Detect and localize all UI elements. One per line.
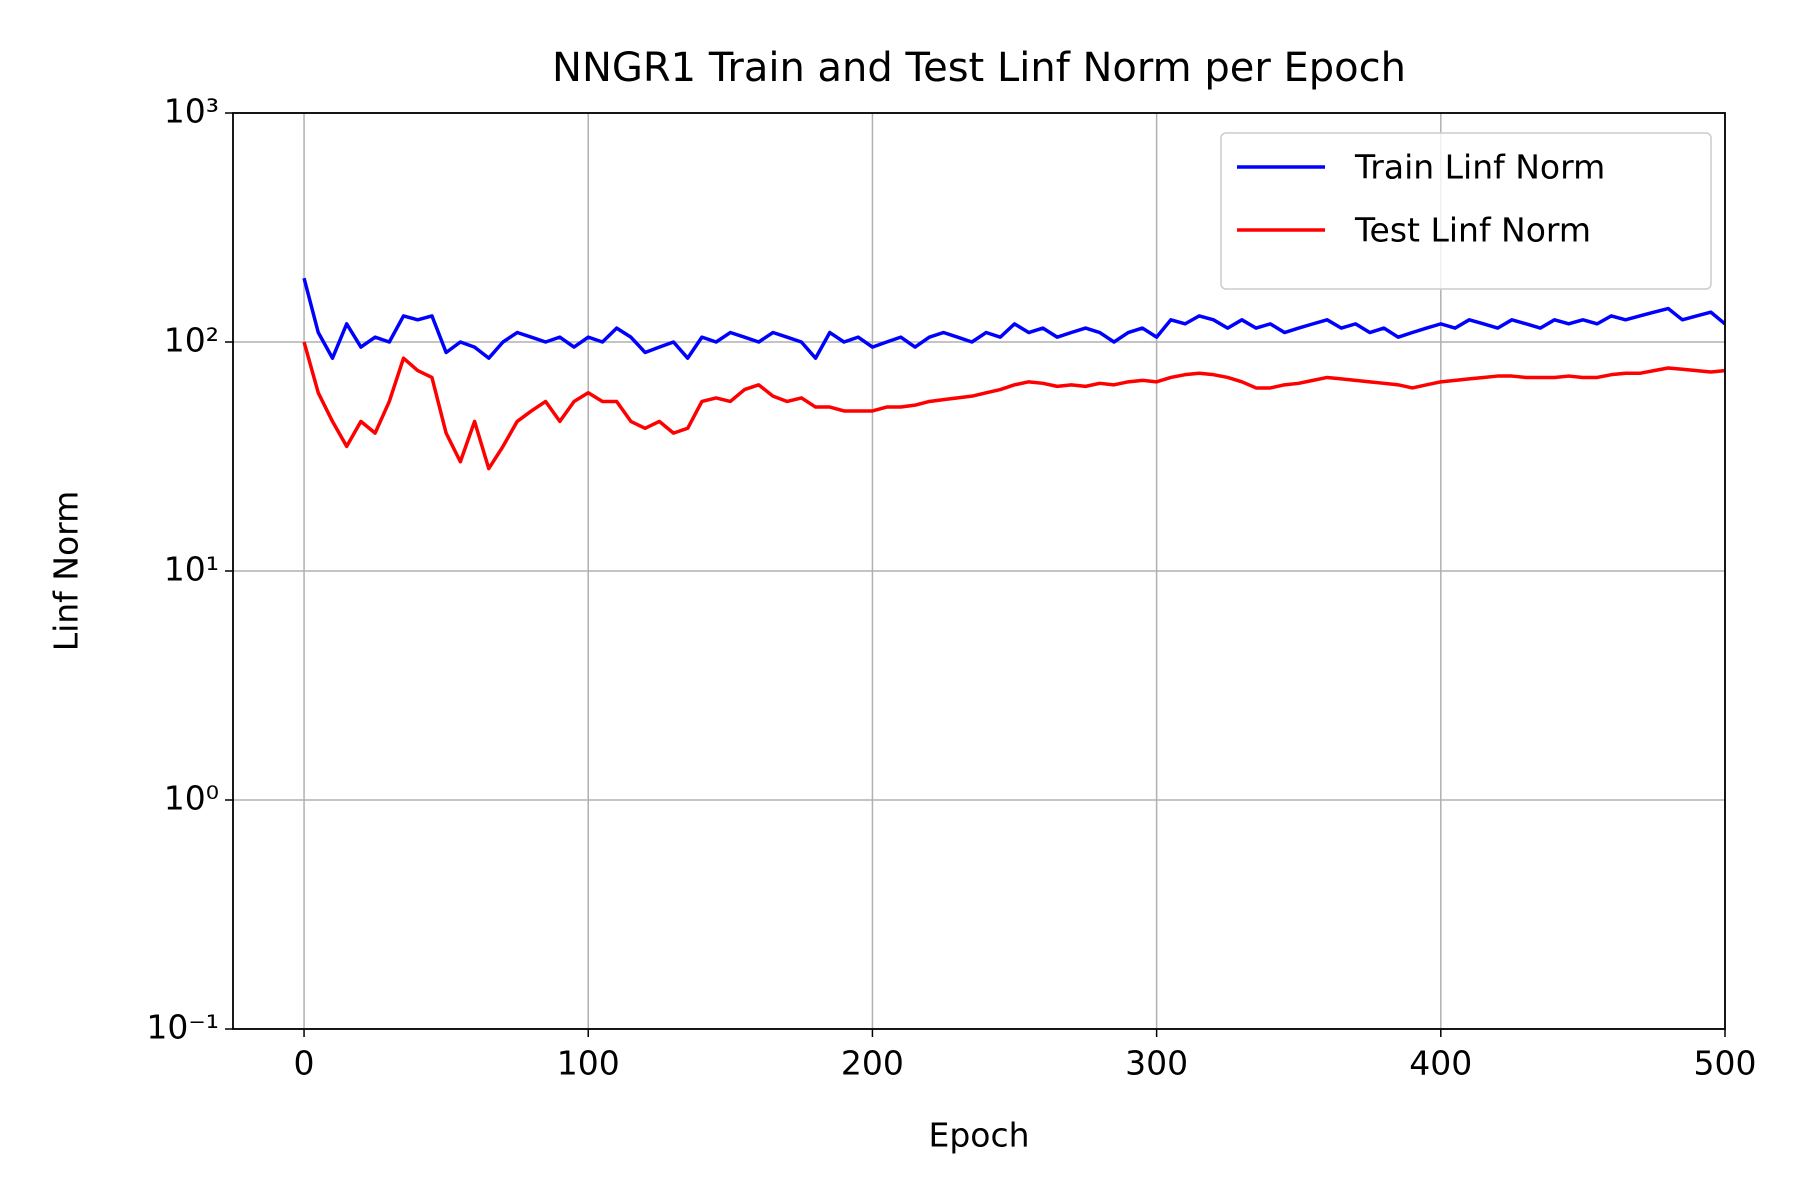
- chart-title: NNGR1 Train and Test Linf Norm per Epoch: [552, 45, 1406, 91]
- axes-frame: [232, 112, 1726, 1030]
- x-tick-label: 0: [294, 1044, 315, 1083]
- y-tick-label: 10¹: [164, 550, 219, 589]
- y-tick-label: 10²: [164, 321, 219, 360]
- x-axis-label: Epoch: [928, 1116, 1029, 1155]
- y-tick-label: 10⁰: [164, 779, 219, 818]
- y-axis-label: Linf Norm: [47, 491, 86, 652]
- legend-box: [1220, 132, 1712, 290]
- x-tick-label: 400: [1409, 1044, 1472, 1083]
- y-tick-label: 10⁻¹: [146, 1008, 219, 1047]
- x-tick-label: 300: [1125, 1044, 1188, 1083]
- legend-label: Train Linf Norm: [1354, 148, 1605, 187]
- x-tick-label: 200: [841, 1044, 904, 1083]
- x-tick-label: 500: [1694, 1044, 1757, 1083]
- legend-label: Test Linf Norm: [1354, 211, 1591, 250]
- series-line: [302, 277, 1725, 360]
- x-tick-label: 100: [557, 1044, 620, 1083]
- y-tick-label: 10³: [164, 92, 219, 131]
- series-line: [302, 341, 1725, 471]
